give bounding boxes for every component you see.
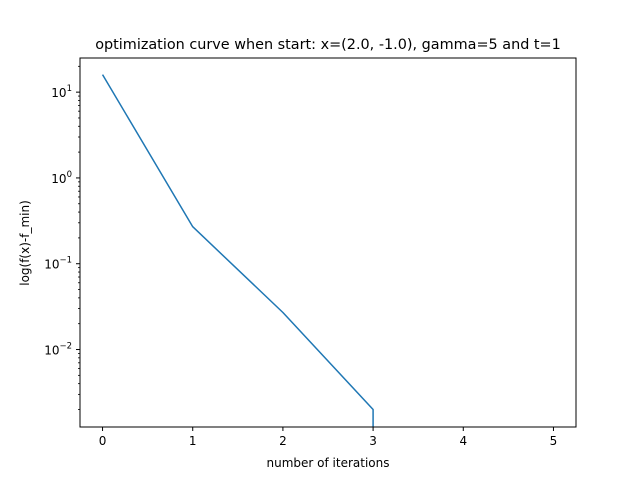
x-tick-label: 2 bbox=[279, 434, 287, 448]
x-tick-label: 5 bbox=[550, 434, 558, 448]
x-tick-label: 3 bbox=[369, 434, 377, 448]
chart-title: optimization curve when start: x=(2.0, -… bbox=[95, 37, 561, 53]
y-tick-label: 10−1 bbox=[44, 256, 72, 272]
y-tick-label: 100 bbox=[51, 170, 72, 186]
y-tick-label-base: 10 bbox=[44, 344, 59, 358]
y-tick-label-base: 10 bbox=[51, 86, 66, 100]
series-line bbox=[101, 74, 374, 427]
y-tick-label-exponent: −2 bbox=[59, 342, 72, 352]
y-tick-label-base: 10 bbox=[51, 172, 66, 186]
x-axis-label: number of iterations bbox=[267, 456, 390, 470]
x-axis-ticks: 0 1 2 3 4 5 bbox=[99, 427, 558, 448]
y-tick-label: 101 bbox=[51, 84, 72, 100]
y-tick-label-exponent: 0 bbox=[67, 170, 72, 180]
y-tick-label: 10−2 bbox=[44, 342, 72, 358]
y-tick-label-exponent: −1 bbox=[59, 256, 72, 266]
y-axis-label: log(f(x)-f_min) bbox=[18, 200, 32, 286]
x-tick-label: 4 bbox=[459, 434, 467, 448]
plot-area bbox=[101, 74, 374, 427]
y-tick-label-base: 10 bbox=[44, 258, 59, 272]
x-tick-label: 0 bbox=[99, 434, 107, 448]
y-tick-label-exponent: 1 bbox=[67, 84, 72, 94]
axes-frame bbox=[79, 57, 577, 428]
x-tick-label: 1 bbox=[189, 434, 197, 448]
